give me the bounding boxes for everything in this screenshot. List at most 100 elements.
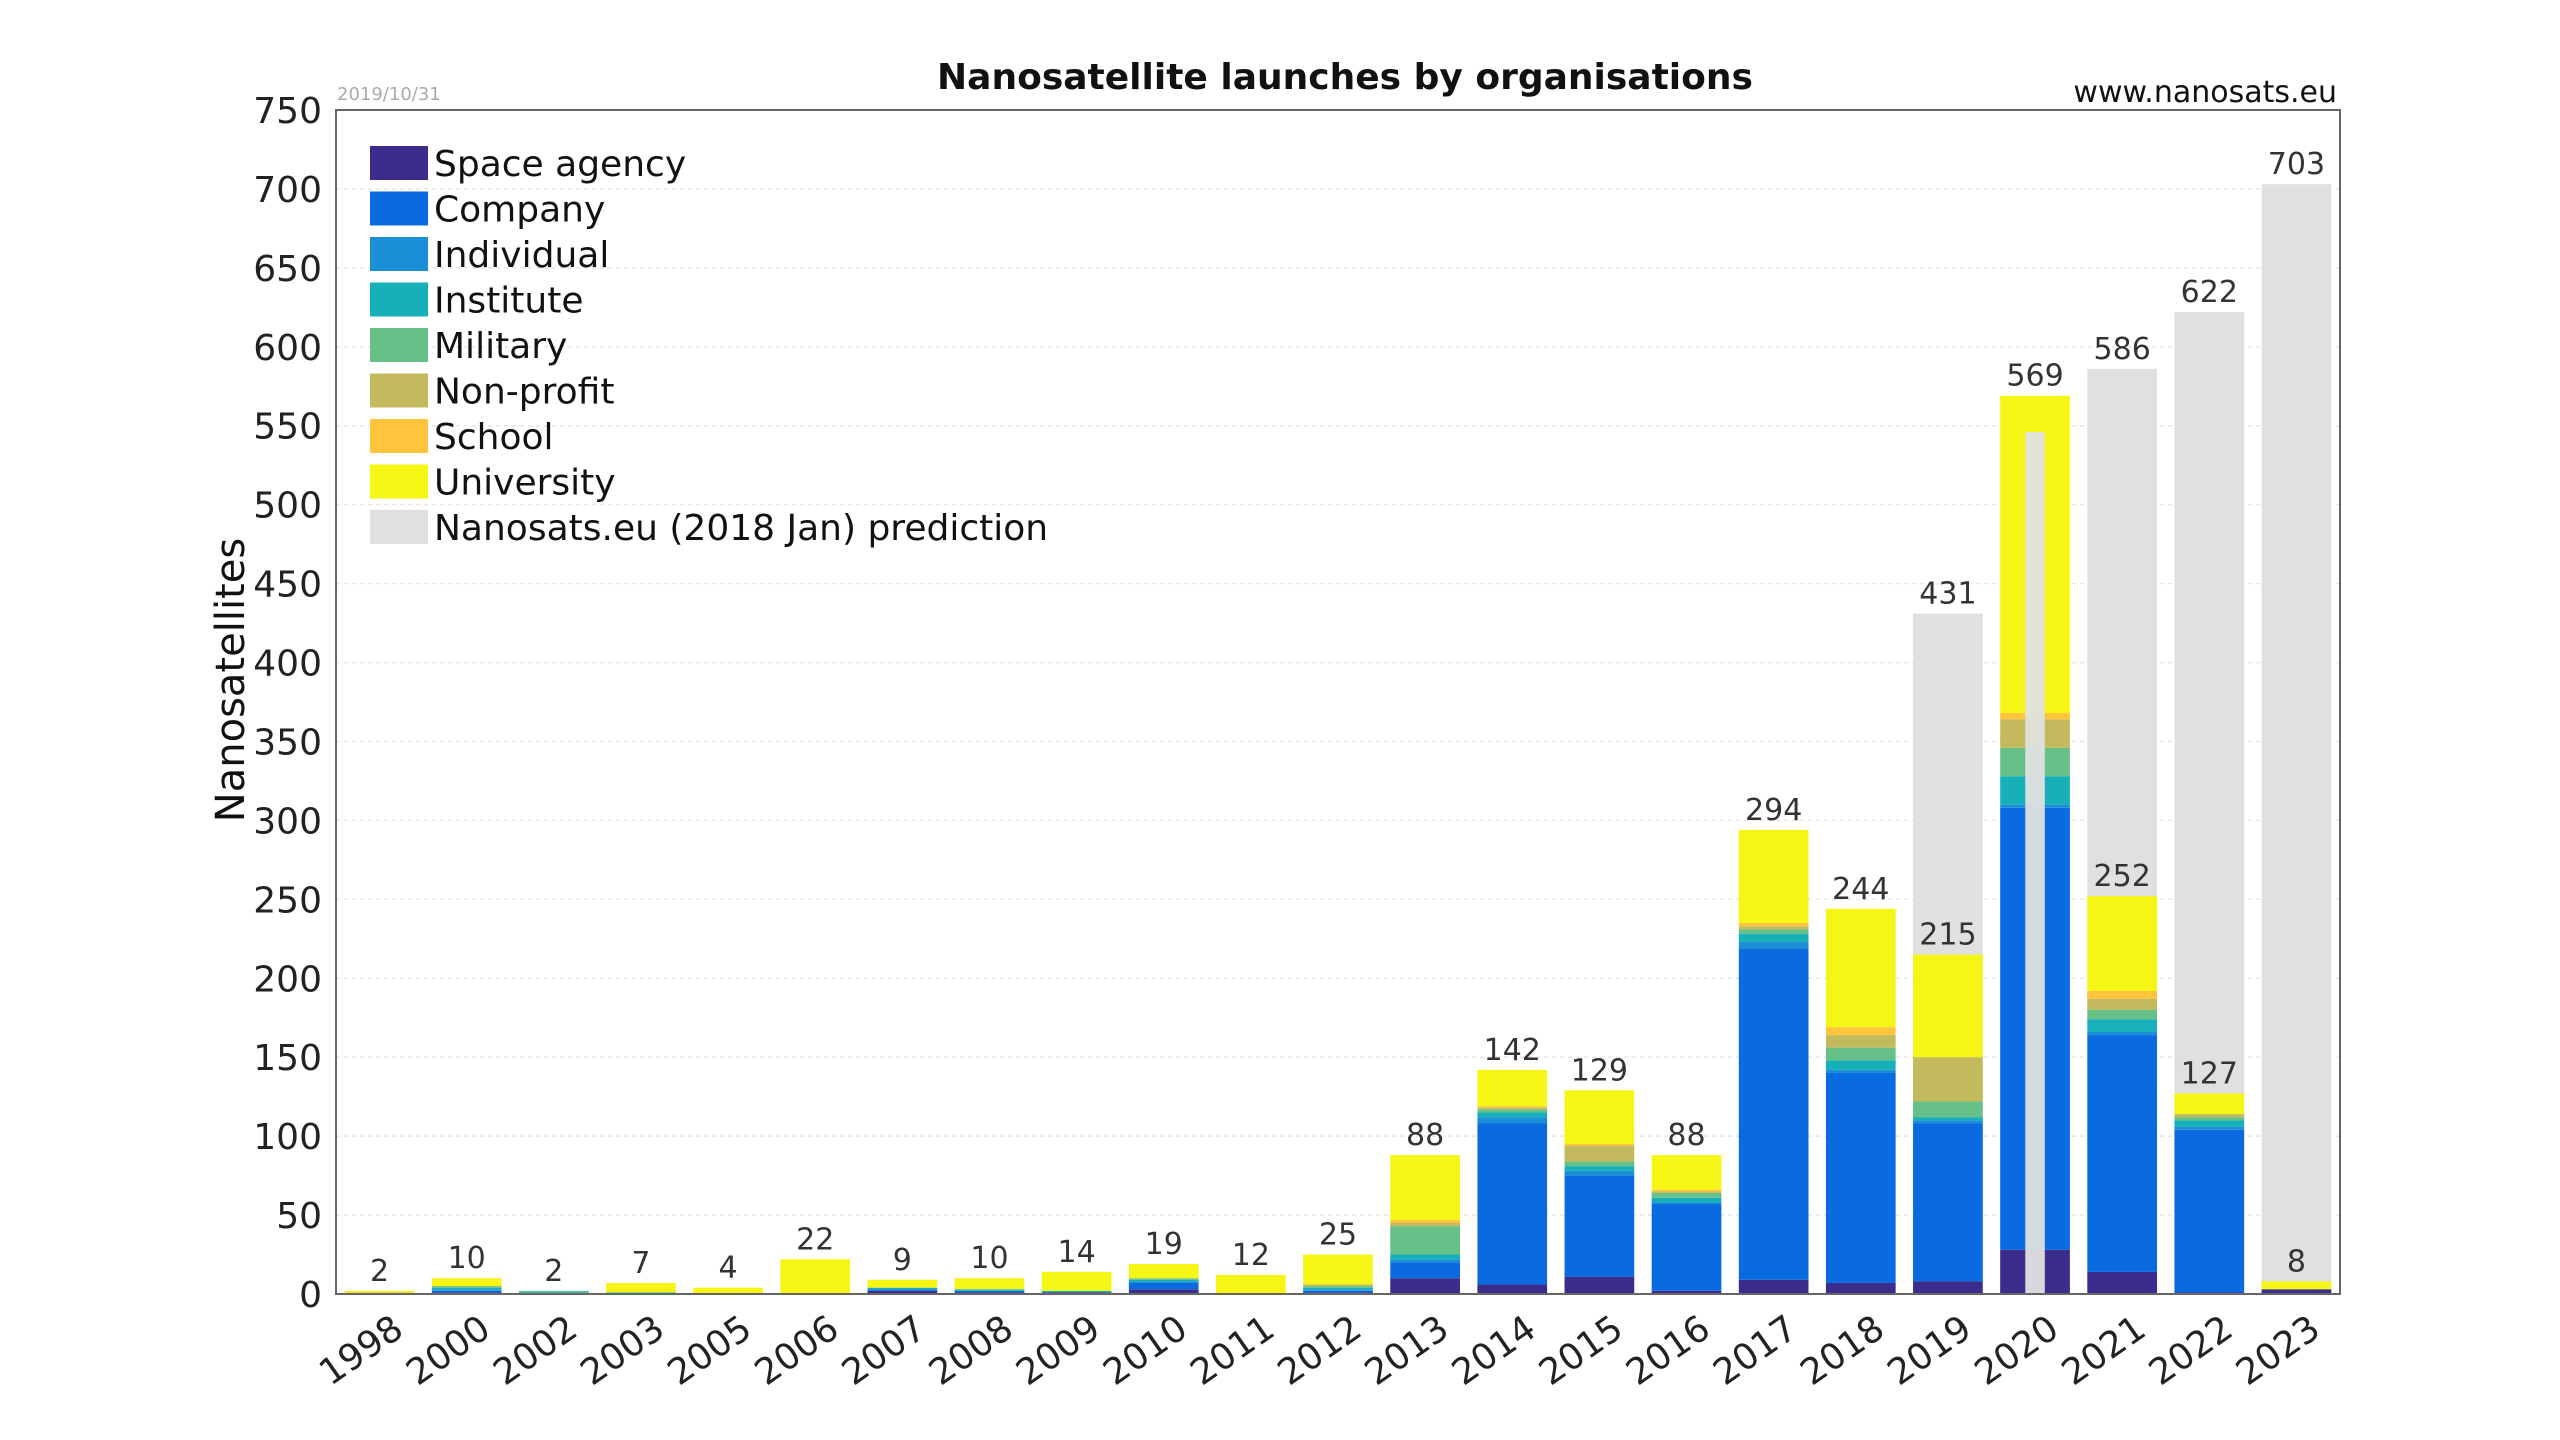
y-tick-label: 450 bbox=[253, 565, 322, 606]
legend-label: Individual bbox=[434, 235, 609, 276]
bar-segment bbox=[2174, 1120, 2245, 1127]
bar-segment bbox=[867, 1279, 938, 1288]
bar-segment bbox=[1128, 1279, 1199, 1282]
total-label: 252 bbox=[2094, 859, 2151, 894]
total-labels: 431 586 622 703 2 10 2 7 4 22 9 10 14 19 12 25 88 142 129 8… bbox=[370, 147, 2325, 1289]
total-label: 8 bbox=[2287, 1244, 2306, 1279]
bar-segment bbox=[1913, 1281, 1983, 1294]
prediction-label: 431 bbox=[1919, 577, 1976, 612]
legend-label: Military bbox=[434, 326, 567, 367]
x-tick-label: 2020 bbox=[1968, 1308, 2067, 1394]
bar-segment bbox=[1738, 929, 1809, 935]
bar-segment bbox=[1913, 1120, 1983, 1124]
bar-segment bbox=[2087, 1019, 2158, 1032]
bar-segment bbox=[867, 1289, 938, 1291]
bar-segment bbox=[1651, 1155, 1722, 1190]
legend-label: Non-profit bbox=[434, 372, 614, 413]
x-tick-label: 2015 bbox=[1532, 1308, 1631, 1394]
total-label: 142 bbox=[1484, 1033, 1541, 1068]
bar-segment bbox=[1303, 1286, 1373, 1288]
y-tick-label: 250 bbox=[253, 880, 322, 921]
total-label: 129 bbox=[1571, 1053, 1628, 1088]
bar-segment bbox=[1564, 1090, 1635, 1145]
legend-swatch bbox=[370, 191, 428, 226]
y-tick-label: 350 bbox=[253, 722, 322, 763]
x-tick-label: 2018 bbox=[1793, 1308, 1892, 1394]
total-label: 569 bbox=[2006, 359, 2063, 394]
bar-segment bbox=[1303, 1284, 1373, 1287]
bar-segment bbox=[1303, 1289, 1373, 1291]
bar-segment bbox=[1913, 1123, 1983, 1282]
prediction-bar bbox=[2261, 184, 2332, 1295]
x-tick-label: 2017 bbox=[1706, 1308, 1805, 1394]
bar-segment bbox=[1738, 923, 1809, 927]
bar-segment bbox=[1651, 1202, 1722, 1205]
legend-swatch bbox=[370, 328, 428, 362]
bar-segment bbox=[1738, 926, 1809, 930]
total-label: 7 bbox=[631, 1246, 650, 1281]
bar-segment bbox=[1477, 1107, 1548, 1110]
bar-segment bbox=[1303, 1254, 1373, 1285]
bar-segment bbox=[1564, 1145, 1635, 1162]
bar-segment bbox=[1477, 1106, 1548, 1108]
bar-segment bbox=[1390, 1226, 1460, 1255]
bar-segment bbox=[344, 1290, 415, 1293]
bar-segment bbox=[2261, 1281, 2332, 1290]
bar-segment bbox=[1825, 1069, 1896, 1073]
bar-segment bbox=[1303, 1290, 1373, 1293]
bar-segment bbox=[1477, 1284, 1548, 1294]
total-label: 244 bbox=[1832, 872, 1889, 907]
legend-swatch bbox=[370, 237, 428, 271]
x-tick-label: 2016 bbox=[1619, 1308, 1718, 1394]
legend-swatch bbox=[370, 464, 428, 499]
bar-segment bbox=[1564, 1276, 1635, 1294]
legend-label: Nanosats.eu (2018 Jan) prediction bbox=[434, 508, 1048, 549]
bar-segment bbox=[1651, 1191, 1722, 1193]
chart-date: 2019/10/31 bbox=[337, 84, 441, 105]
bar-segment bbox=[431, 1287, 502, 1290]
y-tick-label: 200 bbox=[253, 959, 322, 1000]
x-tick-label: 2008 bbox=[922, 1308, 1021, 1394]
legend-label: Company bbox=[434, 190, 605, 231]
y-axis-label: Nanosatellites bbox=[208, 538, 254, 822]
bar-segment bbox=[1564, 1175, 1635, 1277]
x-tick-label: 2019 bbox=[1881, 1308, 1980, 1394]
bar-segment bbox=[693, 1287, 763, 1294]
bar-segment bbox=[1216, 1275, 1286, 1294]
bar-segment bbox=[1651, 1204, 1722, 1291]
bar-segment bbox=[2087, 1031, 2158, 1036]
bar-segment bbox=[1825, 1060, 1896, 1070]
legend-label: University bbox=[434, 463, 616, 504]
bar-segment bbox=[954, 1289, 1025, 1291]
bar-segment bbox=[1913, 1101, 1983, 1118]
bar-segment bbox=[954, 1278, 1025, 1290]
bar-segment bbox=[2087, 1271, 2158, 1294]
x-tick-label: 2014 bbox=[1445, 1308, 1544, 1394]
prediction-label: 703 bbox=[2268, 147, 2325, 182]
total-label: 25 bbox=[1319, 1218, 1357, 1253]
y-tick-label: 300 bbox=[253, 801, 322, 842]
y-tick-label: 400 bbox=[253, 644, 322, 685]
bar-segment bbox=[1477, 1112, 1548, 1118]
bar-segment bbox=[431, 1278, 502, 1287]
x-tick-label: 2010 bbox=[1096, 1308, 1195, 1394]
total-label: 4 bbox=[719, 1251, 738, 1286]
x-tick-label: 2023 bbox=[2229, 1308, 2328, 1394]
bar-segment bbox=[780, 1259, 851, 1294]
bar-segment bbox=[2087, 990, 2158, 999]
legend-swatch bbox=[370, 419, 428, 453]
total-label: 294 bbox=[1745, 793, 1802, 828]
bar-segment bbox=[1477, 1069, 1548, 1107]
x-axis-ticks: 1998200020022003200520062007200820092010… bbox=[312, 1308, 2327, 1394]
y-tick-label: 500 bbox=[253, 486, 322, 527]
bar-segment bbox=[1477, 1117, 1548, 1124]
bar-segment bbox=[2174, 1114, 2245, 1118]
bar-segment bbox=[1128, 1264, 1199, 1279]
bar-segment bbox=[1825, 1047, 1896, 1061]
bar-segment bbox=[1825, 1035, 1896, 1048]
x-tick-label: 2012 bbox=[1271, 1308, 1370, 1394]
bar-segment bbox=[867, 1287, 938, 1290]
x-tick-label: 1998 bbox=[312, 1308, 411, 1394]
